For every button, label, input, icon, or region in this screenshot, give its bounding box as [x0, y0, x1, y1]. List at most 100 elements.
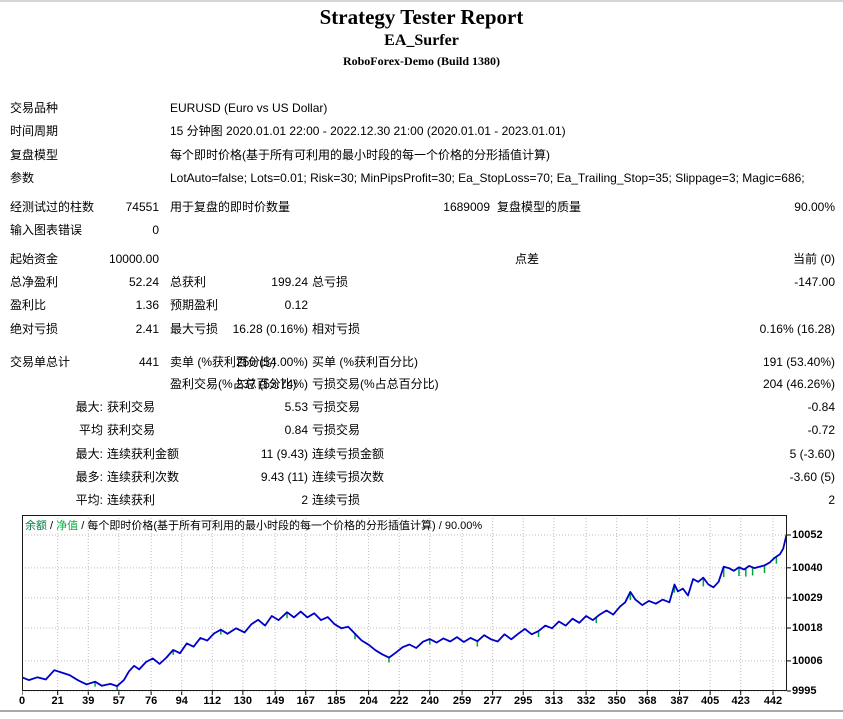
- page-title: Strategy Tester Report: [319, 5, 524, 29]
- stat-label: LotAuto=false; Lots=0.01; Risk=30; MinPi…: [170, 171, 805, 185]
- legend-item: 净值: [56, 520, 79, 532]
- table-row: 总净盈利 52.24 总获利 199.24 总亏损 -147.00: [0, 275, 843, 290]
- stat-label: 盈利比: [10, 298, 47, 312]
- balance-chart: [22, 515, 792, 696]
- x-axis-label: 112: [203, 695, 222, 707]
- table-row: 平均: 连续获利 2 连续亏损 2: [0, 493, 843, 508]
- legend-separator: /: [47, 520, 57, 532]
- stat-label: 最多:: [75, 470, 103, 484]
- stat-value: 199.24: [271, 275, 308, 289]
- stat-value: 441: [138, 355, 159, 369]
- x-axis-label: 167: [296, 695, 315, 707]
- table-row: 交易单总计 441 卖单 (%获利百分比) 250 (54.00%) 买单 (%获利百分…: [0, 355, 843, 370]
- table-row: 交易品种 EURUSD (Euro vs US Dollar): [0, 101, 843, 116]
- y-axis-label: 10040: [792, 561, 823, 574]
- stat-label: 获利交易: [107, 423, 156, 437]
- bottom-divider: [0, 710, 843, 712]
- table-row: 参数 LotAuto=false; Lots=0.01; Risk=30; Min…: [0, 171, 843, 186]
- stat-label: 复盘模型: [10, 148, 59, 162]
- x-axis-label: 0: [18, 695, 26, 707]
- stat-value: 204 (46.26%): [762, 377, 835, 391]
- stat-value: 2: [301, 493, 308, 507]
- stat-label: 复盘模型的质量: [497, 200, 582, 214]
- stat-value: 10000.00: [108, 252, 159, 266]
- x-axis-label: 350: [607, 695, 626, 707]
- stat-label: 平均: [78, 423, 103, 437]
- table-row: 最大: 连续获利金额 11 (9.43) 连续亏损金额 5 (-3.60): [0, 447, 843, 462]
- legend-separator: /: [435, 520, 445, 532]
- stat-label: 总获利: [170, 275, 207, 289]
- x-axis-label: 130: [233, 695, 253, 707]
- stat-value: 90.00%: [794, 200, 835, 214]
- x-axis-label: 57: [112, 695, 125, 707]
- x-axis-label: 149: [265, 695, 285, 707]
- stat-value: 0.16% (16.28): [759, 322, 835, 336]
- stat-value: -0.84: [807, 400, 835, 414]
- stat-label: 点差: [515, 252, 540, 266]
- table-row: 绝对亏损 2.41 最大亏损 16.28 (0.16%) 相对亏损 0.16% (16.2…: [0, 322, 843, 337]
- stat-value: 16.28 (0.16%): [232, 322, 308, 336]
- y-axis-label: 10029: [792, 591, 823, 604]
- stat-value: 191 (53.40%): [762, 355, 835, 369]
- stat-label: 亏损交易: [312, 400, 361, 414]
- stat-label: 买单 (%获利百分比): [312, 355, 418, 369]
- stat-label: 获利交易: [107, 400, 156, 414]
- stat-label: 交易单总计: [10, 355, 71, 369]
- x-axis-label: 295: [514, 695, 533, 707]
- table-row: 经测试过的柱数 74551 用于复盘的即时价数量 1689009 复盘模型的质量 90.0…: [0, 200, 843, 215]
- stat-label: 连续亏损次数: [312, 470, 385, 484]
- balance-chart-canvas: [22, 515, 791, 695]
- stat-label: 亏损交易(%占总百分比): [312, 377, 439, 391]
- stat-label: 经测试过的柱数: [10, 200, 95, 214]
- stat-value: 11 (9.43): [260, 447, 308, 461]
- stat-label: 起始资金: [10, 252, 59, 266]
- x-axis-label: 313: [544, 695, 563, 707]
- ea-name: EA_Surfer: [384, 32, 459, 49]
- legend-item: 90.00%: [444, 520, 483, 532]
- x-axis-label: 76: [145, 695, 158, 707]
- x-axis-label: 240: [420, 695, 439, 707]
- stat-label: 连续获利次数: [107, 470, 180, 484]
- stat-value: -3.60 (5): [789, 470, 835, 484]
- x-axis-label: 423: [731, 695, 750, 707]
- stat-label: 每个即时价格(基于所有可利用的最小时段的每一个价格的分形插值计算): [170, 148, 550, 162]
- table-row: 时间周期 15 分钟图 2020.01.01 22:00 - 2022.12.30…: [0, 124, 843, 139]
- legend-item: 每个即时价格(基于所有可利用的最小时段的每一个价格的分形插值计算): [87, 520, 436, 532]
- y-axis-label: 10006: [792, 654, 823, 667]
- stat-label: 时间周期: [10, 124, 59, 138]
- x-axis-label: 387: [670, 695, 689, 707]
- table-row: 平均 获利交易 0.84 亏损交易 -0.72: [0, 423, 843, 438]
- stat-value: 1.36: [135, 298, 159, 312]
- table-row: 盈利比 1.36 预期盈利 0.12: [0, 298, 843, 313]
- x-axis-label: 222: [390, 695, 409, 707]
- chart-legend: 余额 / 净值 / 每个即时价格(基于所有可利用的最小时段的每一个价格的分形插值…: [25, 517, 482, 533]
- stat-value: 5.53: [284, 400, 308, 414]
- x-axis-label: 185: [327, 695, 346, 707]
- stat-label: EURUSD (Euro vs US Dollar): [170, 101, 328, 115]
- stat-value: 当前 (0): [792, 252, 835, 266]
- stat-label: 总净盈利: [10, 275, 59, 289]
- stat-label: 相对亏损: [312, 322, 361, 336]
- server-build: RoboForex-Demo (Build 1380): [342, 54, 501, 68]
- x-axis-label: 94: [175, 695, 188, 707]
- page-top-border: [0, 0, 843, 2]
- table-row: 输入图表错误 0: [0, 223, 843, 238]
- y-axis-label: 10052: [792, 528, 823, 541]
- table-row: 最大: 获利交易 5.53 亏损交易 -0.84: [0, 400, 843, 415]
- stat-value: 74551: [125, 200, 159, 214]
- stat-value: -147.00: [794, 275, 835, 289]
- legend-separator: /: [78, 520, 88, 532]
- y-axis-label: 9995: [792, 685, 817, 697]
- stat-label: 15 分钟图 2020.01.01 22:00 - 2022.12.30 21:…: [170, 124, 566, 138]
- x-axis-label: 259: [452, 695, 472, 707]
- x-axis-label: 442: [763, 695, 783, 707]
- stat-label: 连续亏损金额: [312, 447, 385, 461]
- stat-label: 最大:: [75, 400, 103, 414]
- stat-value: 2.41: [135, 322, 159, 336]
- x-axis-label: 368: [638, 695, 657, 707]
- stat-label: 连续获利: [107, 493, 156, 507]
- y-axis-label: 10018: [792, 622, 823, 635]
- stat-label: 最大亏损: [170, 322, 219, 336]
- x-axis-label: 21: [51, 695, 64, 707]
